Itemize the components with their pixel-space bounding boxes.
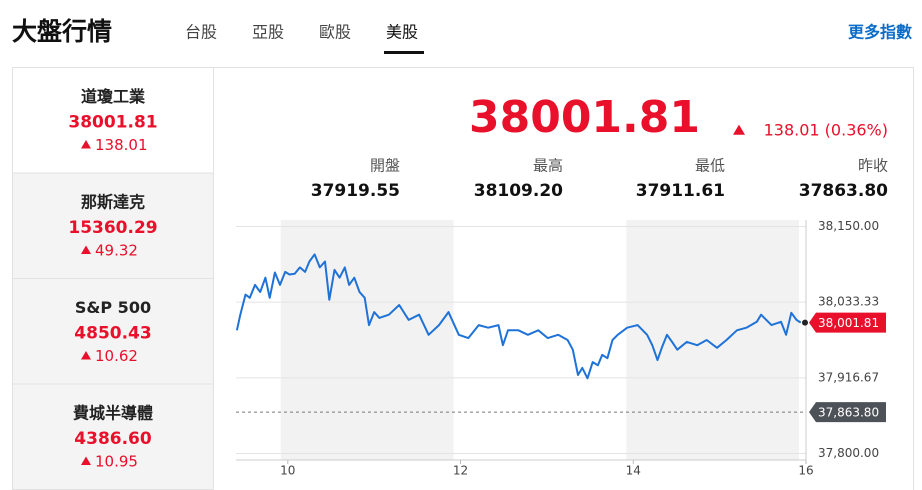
index-change: 10.62	[95, 347, 138, 365]
price-line	[235, 253, 802, 380]
quote-change: 138.01 (0.36%)	[764, 121, 888, 140]
stat-value: 37911.61	[636, 181, 725, 201]
reference-box	[809, 402, 886, 423]
tab[interactable]: 亞股	[252, 23, 284, 42]
index-value: 4386.60	[74, 429, 152, 449]
session-band	[280, 220, 454, 460]
index-change: 10.95	[95, 453, 138, 471]
up-arrow	[81, 456, 91, 465]
index-value: 38001.81	[68, 113, 157, 133]
page-title: 大盤行情	[12, 17, 112, 46]
stat-value: 37919.55	[311, 181, 400, 201]
index-change: 138.01	[95, 136, 148, 154]
index-name: 費城半導體	[73, 404, 153, 423]
stat-label: 最低	[695, 157, 725, 175]
last-dot	[802, 319, 808, 326]
index-name: 那斯達克	[81, 193, 145, 212]
y-tick-label: 38,033.33	[818, 295, 879, 309]
x-tick-label: 12	[453, 464, 468, 478]
x-tick-label: 10	[280, 464, 295, 478]
up-arrow	[81, 140, 91, 149]
tab[interactable]: 美股	[386, 23, 418, 42]
index-change: 49.32	[95, 242, 138, 260]
stat-label: 昨收	[858, 157, 888, 175]
y-tick-label: 38,150.00	[818, 219, 879, 233]
tab[interactable]: 歐股	[319, 23, 351, 42]
index-value: 4850.43	[74, 324, 151, 344]
more-link[interactable]: 更多指數	[848, 23, 912, 42]
index-name: 道瓊工業	[81, 87, 146, 106]
stat-label: 最高	[533, 157, 563, 175]
y-tick-label: 37,800.00	[818, 446, 879, 460]
reference-label: 37,863.80	[818, 406, 879, 420]
session-band	[626, 220, 799, 460]
x-tick-label: 16	[798, 464, 813, 478]
index-item[interactable]	[12, 383, 214, 490]
y-tick-label: 37,916.67	[818, 370, 879, 384]
stat-value: 38109.20	[474, 181, 563, 201]
last-value-label: 38,001.81	[818, 316, 879, 330]
index-name: S&P 500	[75, 298, 151, 317]
up-arrow	[733, 124, 745, 135]
index-item[interactable]	[12, 278, 214, 385]
tab[interactable]: 台股	[185, 23, 217, 42]
up-arrow	[81, 245, 91, 254]
quote-value: 38001.81	[469, 92, 700, 143]
stat-label: 開盤	[370, 157, 400, 175]
last-value-box	[809, 312, 886, 333]
up-arrow	[81, 351, 91, 360]
index-item[interactable]	[12, 67, 214, 174]
x-tick-label: 14	[626, 464, 641, 478]
stat-value: 37863.80	[799, 181, 888, 201]
tab-underline	[384, 51, 424, 54]
index-value: 15360.29	[68, 218, 157, 238]
